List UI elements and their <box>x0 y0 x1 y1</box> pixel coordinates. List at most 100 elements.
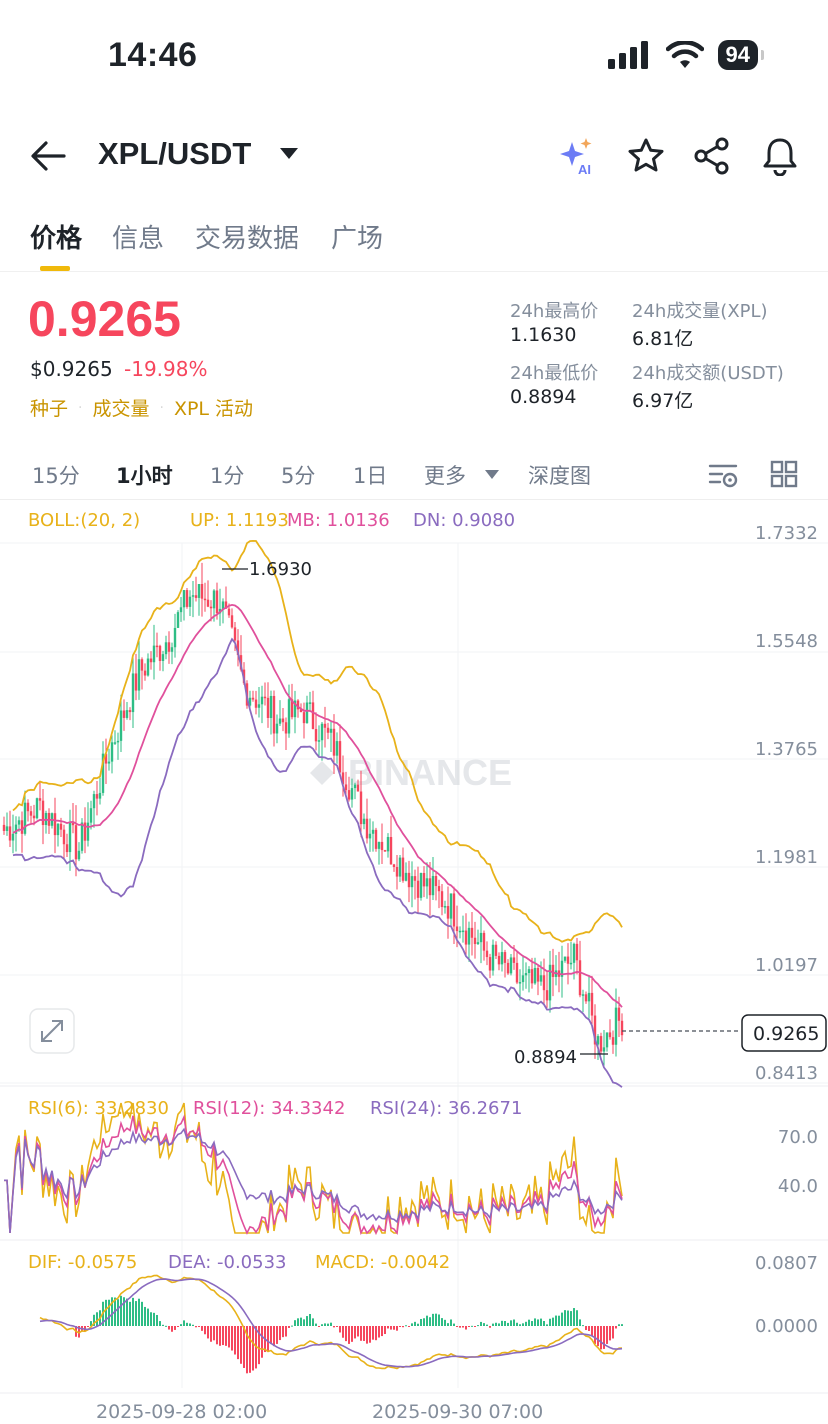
status-icons: 94 <box>607 40 765 70</box>
tag-event[interactable]: XPL 活动 <box>173 398 254 420</box>
tag-seed[interactable]: 种子 <box>30 398 69 420</box>
candle-body <box>26 802 30 812</box>
watermark-text: BINANCE <box>348 752 512 793</box>
boll-dn-value: DN: 0.9080 <box>413 510 516 531</box>
candle-body <box>350 788 354 800</box>
macd-bar <box>96 1312 98 1326</box>
candle-body <box>494 944 498 956</box>
macd-bar <box>204 1326 206 1335</box>
candle-body <box>587 992 591 1002</box>
price-tick: 1.3765 <box>755 739 818 760</box>
candle-body <box>215 590 219 614</box>
macd-bar <box>327 1323 329 1326</box>
macd-bar <box>249 1326 251 1373</box>
rsi6-value: RSI(6): 33.2830 <box>28 1098 169 1119</box>
chart-canvas[interactable]: BINANCE 1.6930 0.8894 0.9265 1.7332 1.554… <box>0 503 828 1424</box>
candle-body <box>386 837 390 852</box>
candle-body <box>317 740 321 742</box>
candle-body <box>533 967 537 984</box>
macd-bar <box>405 1325 407 1327</box>
candle-body <box>140 659 144 671</box>
macd-bar <box>585 1326 587 1331</box>
candle-body <box>518 982 522 984</box>
interval-1h[interactable]: 1小时 <box>116 464 173 488</box>
candle-body <box>320 723 324 741</box>
tag-volume[interactable]: 成交量 <box>92 398 150 420</box>
more-caret-icon[interactable] <box>485 470 499 480</box>
candle-body <box>482 932 486 951</box>
pair-selector[interactable]: XPL/USDT <box>98 136 252 171</box>
volume-label: 24h成交量(XPL) <box>632 301 768 322</box>
candle-body <box>488 957 492 971</box>
interval-1m[interactable]: 1分 <box>210 464 245 488</box>
candle-body <box>86 822 90 841</box>
price-axis: 1.7332 1.5548 1.3765 1.1981 1.0197 0.8413 <box>755 523 818 1084</box>
expand-icon[interactable] <box>41 1020 63 1042</box>
dif-line <box>39 1274 623 1370</box>
interval-5m[interactable]: 5分 <box>281 464 316 488</box>
macd-bar <box>513 1319 515 1326</box>
macd-bar <box>180 1324 182 1326</box>
candle-body <box>410 876 414 888</box>
rsi24-value: RSI(24): 36.2671 <box>370 1098 523 1119</box>
macd-bar <box>453 1323 455 1326</box>
macd-bar <box>300 1317 302 1326</box>
macd-bar <box>351 1326 353 1342</box>
ai-sparkle-icon[interactable]: AI <box>556 136 596 176</box>
macd-bar <box>429 1317 431 1326</box>
back-arrow-icon[interactable] <box>30 140 66 172</box>
candle-body <box>584 994 588 1002</box>
tab-square[interactable]: 广场 <box>331 224 384 254</box>
candle-body <box>20 820 24 834</box>
layout-grid-icon[interactable] <box>770 460 798 488</box>
macd-bar <box>210 1326 212 1342</box>
candle-body <box>440 891 444 908</box>
candle-body <box>434 875 438 887</box>
candle-body <box>164 642 168 655</box>
chart-grid <box>0 542 828 1394</box>
macd-bar <box>528 1319 530 1326</box>
bell-icon[interactable] <box>760 136 800 176</box>
depth-chart-tab[interactable]: 深度图 <box>528 464 591 488</box>
macd-bar <box>174 1326 176 1330</box>
dea-line <box>39 1278 623 1368</box>
interval-more[interactable]: 更多 <box>424 464 466 488</box>
indicator-settings-icon[interactable] <box>708 462 740 490</box>
candle-body <box>308 702 312 704</box>
macd-bar <box>306 1316 308 1326</box>
candle-body <box>464 930 468 945</box>
candle-body <box>437 886 441 892</box>
candle-body <box>515 962 519 983</box>
tag-list: 种子 · 成交量 · XPL 活动 <box>30 394 253 421</box>
tab-trade-data[interactable]: 交易数据 <box>195 224 300 254</box>
candle-body <box>170 647 174 652</box>
macd-bar <box>561 1312 563 1326</box>
candle-body <box>602 1047 606 1052</box>
rsi-tick: 70.0 <box>778 1127 818 1148</box>
time-tick-1: 2025-09-28 02:00 <box>96 1401 267 1423</box>
macd-bar <box>312 1318 314 1326</box>
boll-lower-line <box>12 637 623 1088</box>
macd-bar <box>402 1326 404 1328</box>
candle-body <box>353 784 357 789</box>
chevron-down-icon[interactable] <box>280 148 298 159</box>
tab-price[interactable]: 价格 <box>30 224 83 254</box>
share-icon[interactable] <box>692 136 732 176</box>
interval-1d[interactable]: 1日 <box>353 464 388 488</box>
tab-info[interactable]: 信息 <box>112 224 165 254</box>
macd-bar <box>330 1322 332 1326</box>
candle-body <box>581 994 585 996</box>
star-icon[interactable] <box>626 136 666 176</box>
candle-body <box>521 975 525 983</box>
candle-body <box>368 833 372 839</box>
kline-chart[interactable]: BINANCE 1.6930 0.8894 0.9265 1.7332 1.554… <box>0 503 828 1424</box>
macd-bar <box>435 1313 437 1326</box>
candle-body <box>257 704 261 708</box>
macd-bar <box>618 1324 620 1326</box>
macd-bar <box>144 1306 146 1326</box>
macd-bar <box>111 1297 113 1326</box>
interval-15m[interactable]: 15分 <box>32 464 80 488</box>
macd-bar <box>483 1323 485 1326</box>
macd-bar <box>357 1326 359 1337</box>
boll-mb-value: MB: 1.0136 <box>287 510 390 531</box>
